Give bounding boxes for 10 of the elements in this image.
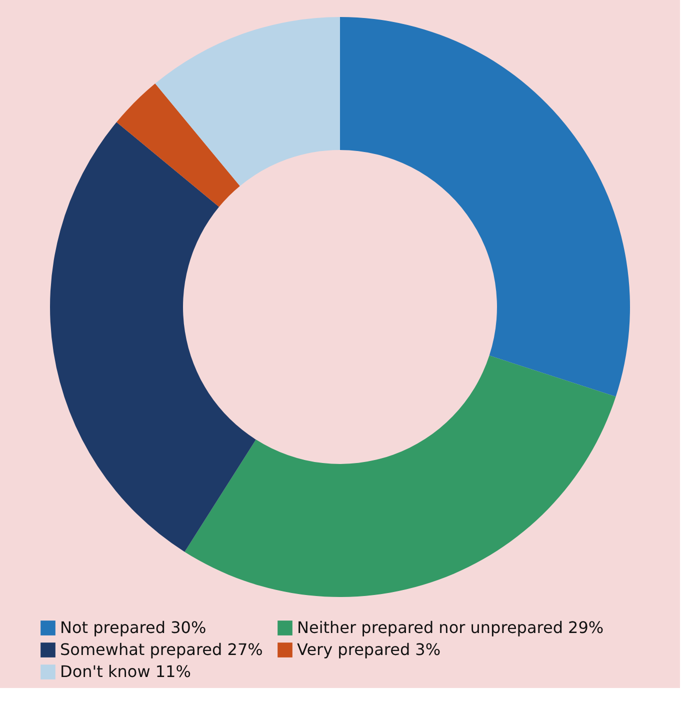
donut-slice — [184, 356, 616, 597]
legend-label: Not prepared 30% — [60, 618, 206, 637]
donut-slice — [50, 122, 256, 552]
donut-slice — [155, 17, 340, 186]
legend-label: Somewhat prepared 27% — [60, 640, 263, 659]
legend-label: Very prepared 3% — [297, 640, 441, 659]
legend-label: Neither prepared nor unprepared 29% — [297, 618, 604, 637]
donut-slice — [340, 17, 630, 397]
legend-label: Don't know 11% — [60, 662, 191, 681]
donut-slice — [116, 84, 240, 207]
